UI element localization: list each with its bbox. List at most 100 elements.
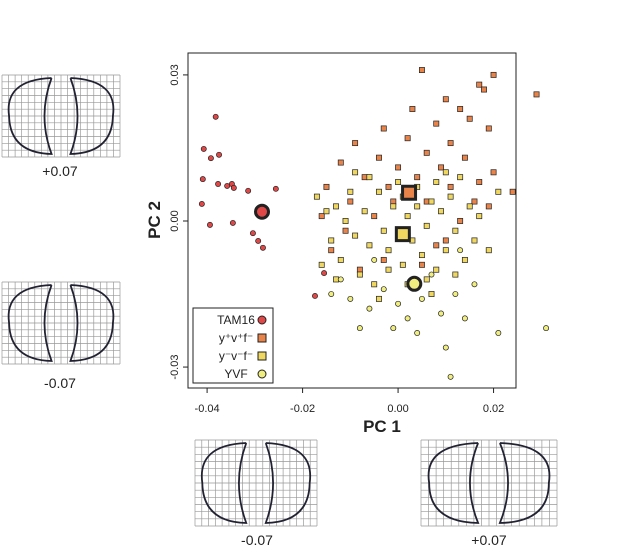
point bbox=[229, 219, 236, 226]
point bbox=[447, 193, 454, 200]
shape-outline bbox=[427, 442, 551, 524]
point bbox=[216, 151, 222, 158]
point bbox=[418, 252, 425, 259]
point bbox=[352, 169, 359, 176]
point bbox=[442, 96, 449, 103]
point bbox=[272, 185, 279, 192]
point bbox=[312, 293, 318, 299]
shape-outline bbox=[7, 284, 115, 362]
shape-outline bbox=[200, 442, 312, 524]
point bbox=[356, 266, 363, 273]
point bbox=[333, 203, 339, 210]
point bbox=[442, 237, 449, 244]
point bbox=[361, 174, 368, 181]
point bbox=[356, 325, 363, 332]
shape-label: +0.07 bbox=[471, 532, 507, 548]
legend-marker bbox=[257, 369, 267, 379]
point bbox=[404, 135, 411, 142]
point bbox=[433, 179, 440, 185]
point bbox=[509, 188, 516, 195]
point bbox=[380, 227, 387, 234]
point bbox=[347, 295, 354, 302]
legend-marker bbox=[257, 333, 267, 343]
point bbox=[414, 330, 421, 336]
point bbox=[328, 247, 335, 254]
point bbox=[452, 291, 459, 297]
point bbox=[245, 187, 252, 194]
legend-label: y⁻v⁻f⁻ bbox=[219, 349, 253, 363]
point bbox=[438, 208, 444, 215]
mean-point bbox=[401, 184, 418, 201]
point bbox=[485, 247, 492, 254]
point bbox=[457, 247, 464, 254]
shape-outline bbox=[7, 77, 115, 155]
y-tick-label: 0.00 bbox=[169, 210, 181, 231]
point bbox=[328, 237, 335, 244]
point bbox=[390, 198, 397, 205]
point bbox=[404, 315, 411, 322]
point bbox=[461, 154, 468, 161]
shape-label: -0.07 bbox=[241, 532, 273, 548]
mean-point bbox=[394, 226, 411, 243]
x-tick-label: -0.02 bbox=[290, 403, 315, 415]
point bbox=[452, 271, 459, 278]
point bbox=[471, 198, 478, 205]
point bbox=[495, 188, 502, 195]
point bbox=[337, 276, 344, 283]
point bbox=[433, 120, 440, 127]
point bbox=[433, 266, 440, 273]
point bbox=[380, 286, 387, 293]
point bbox=[418, 295, 425, 302]
legend-marker bbox=[257, 351, 267, 361]
point bbox=[457, 106, 464, 112]
mean-point bbox=[406, 275, 423, 292]
point bbox=[423, 222, 430, 229]
point bbox=[352, 232, 359, 239]
point bbox=[342, 227, 349, 234]
legend-label: TAM16 bbox=[217, 313, 255, 327]
point bbox=[347, 188, 354, 195]
point bbox=[395, 179, 402, 185]
point bbox=[533, 91, 540, 98]
point bbox=[476, 213, 483, 220]
point bbox=[333, 276, 339, 283]
point bbox=[395, 300, 402, 307]
point bbox=[442, 247, 449, 254]
point bbox=[466, 115, 473, 122]
x-tick-label: -0.04 bbox=[195, 403, 220, 415]
point bbox=[423, 198, 430, 205]
point bbox=[442, 344, 449, 351]
point bbox=[342, 218, 349, 224]
point bbox=[466, 203, 473, 210]
shape-label: -0.07 bbox=[44, 375, 76, 391]
y-tick-label: 0.03 bbox=[169, 64, 181, 85]
point bbox=[207, 155, 214, 162]
point bbox=[224, 182, 231, 189]
point bbox=[323, 183, 330, 190]
point bbox=[390, 203, 397, 210]
point bbox=[380, 256, 387, 263]
point bbox=[230, 184, 237, 191]
point bbox=[376, 295, 382, 302]
point bbox=[485, 125, 492, 132]
point bbox=[490, 71, 497, 78]
point bbox=[476, 81, 483, 88]
point bbox=[423, 276, 430, 283]
point bbox=[447, 140, 454, 147]
point bbox=[457, 218, 464, 224]
point bbox=[418, 67, 425, 73]
point bbox=[318, 213, 325, 220]
x-tick-label: 0.02 bbox=[483, 403, 504, 415]
legend-label: y⁺v⁺f⁻ bbox=[219, 331, 253, 345]
point bbox=[376, 154, 382, 161]
point bbox=[366, 305, 373, 312]
point bbox=[337, 256, 344, 263]
y-tick-label: -0.03 bbox=[169, 355, 181, 380]
point bbox=[385, 247, 392, 254]
point bbox=[371, 256, 378, 263]
point bbox=[255, 238, 262, 244]
x-axis-label: PC 1 bbox=[363, 417, 401, 436]
point bbox=[399, 261, 406, 268]
point bbox=[361, 208, 368, 215]
point bbox=[323, 208, 330, 215]
